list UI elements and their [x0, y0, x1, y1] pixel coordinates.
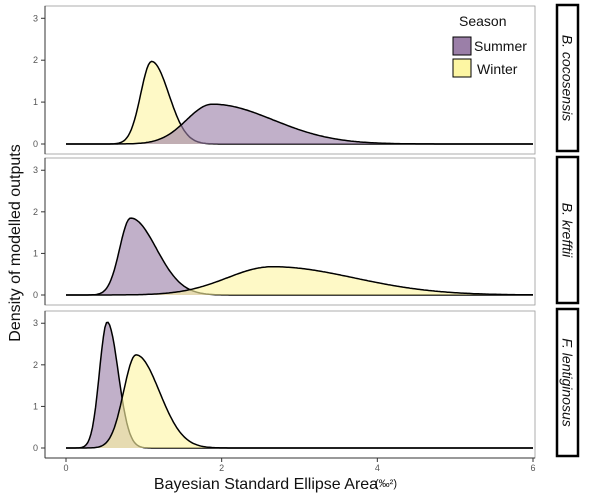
- density-curve-winter-b-krefftii: [66, 265, 533, 296]
- strip-box: [555, 155, 580, 305]
- x-tick-label: 2: [219, 463, 224, 473]
- strip-box: [555, 3, 580, 153]
- x-axis: 0 2 4 6: [45, 457, 536, 473]
- strip-label: B. krefftii: [560, 203, 576, 258]
- x-axis-title-unit: (‰²): [375, 478, 397, 490]
- panel-strips: B. cocosensis B. krefftii F. lentiginosus: [555, 3, 580, 458]
- density-curve-winter-f-lentiginosus: [66, 354, 533, 449]
- x-tick-label: 4: [375, 463, 380, 473]
- strip-label: F. lentiginosus: [560, 338, 576, 426]
- y-tick-label: 2: [33, 207, 38, 217]
- strip-b-krefftii: B. krefftii: [555, 155, 580, 305]
- x-axis-title: Bayesian Standard Ellipse Area: [154, 476, 378, 493]
- panel-f-lentiginosus: 0 1 2 3: [33, 310, 536, 459]
- strip-b-cocosensis: B. cocosensis: [555, 3, 580, 153]
- y-tick-label: 2: [33, 55, 38, 65]
- legend-swatch-summer: [452, 36, 472, 56]
- y-tick-label: 1: [33, 401, 38, 411]
- x-tick-label: 6: [530, 463, 535, 473]
- legend-label-winter: Winter: [477, 61, 518, 77]
- panel-b-krefftii: 0 1 2 3: [33, 157, 536, 306]
- y-tick-label: 0: [33, 290, 38, 300]
- y-tick-label: 3: [33, 165, 38, 175]
- y-axis-title: Density of modelled outputs: [7, 144, 24, 341]
- y-tick-label: 2: [33, 360, 38, 370]
- y-tick-label: 3: [33, 13, 38, 23]
- legend-title: Season: [459, 13, 506, 29]
- y-tick-label: 0: [33, 139, 38, 149]
- legend: Season Summer Winter: [452, 13, 527, 78]
- y-tick-label: 1: [33, 248, 38, 258]
- density-curve-summer-b-krefftii: [66, 217, 533, 296]
- legend-swatch-winter: [452, 58, 472, 78]
- strip-label: B. cocosensis: [560, 35, 576, 121]
- x-tick-label: 0: [63, 463, 68, 473]
- density-curve-summer-b-cocosensis: [66, 103, 533, 145]
- strip-box: [555, 307, 580, 458]
- y-tick-label: 3: [33, 318, 38, 328]
- strip-f-lentiginosus: F. lentiginosus: [555, 307, 580, 458]
- y-tick-label: 0: [33, 443, 38, 453]
- legend-label-summer: Summer: [474, 38, 527, 54]
- y-tick-label: 1: [33, 97, 38, 107]
- chart-panels: 0 1 2 3 0 1 2 3 0 1 2 3: [33, 5, 536, 459]
- panel-b-cocosensis: 0 1 2 3: [33, 5, 536, 155]
